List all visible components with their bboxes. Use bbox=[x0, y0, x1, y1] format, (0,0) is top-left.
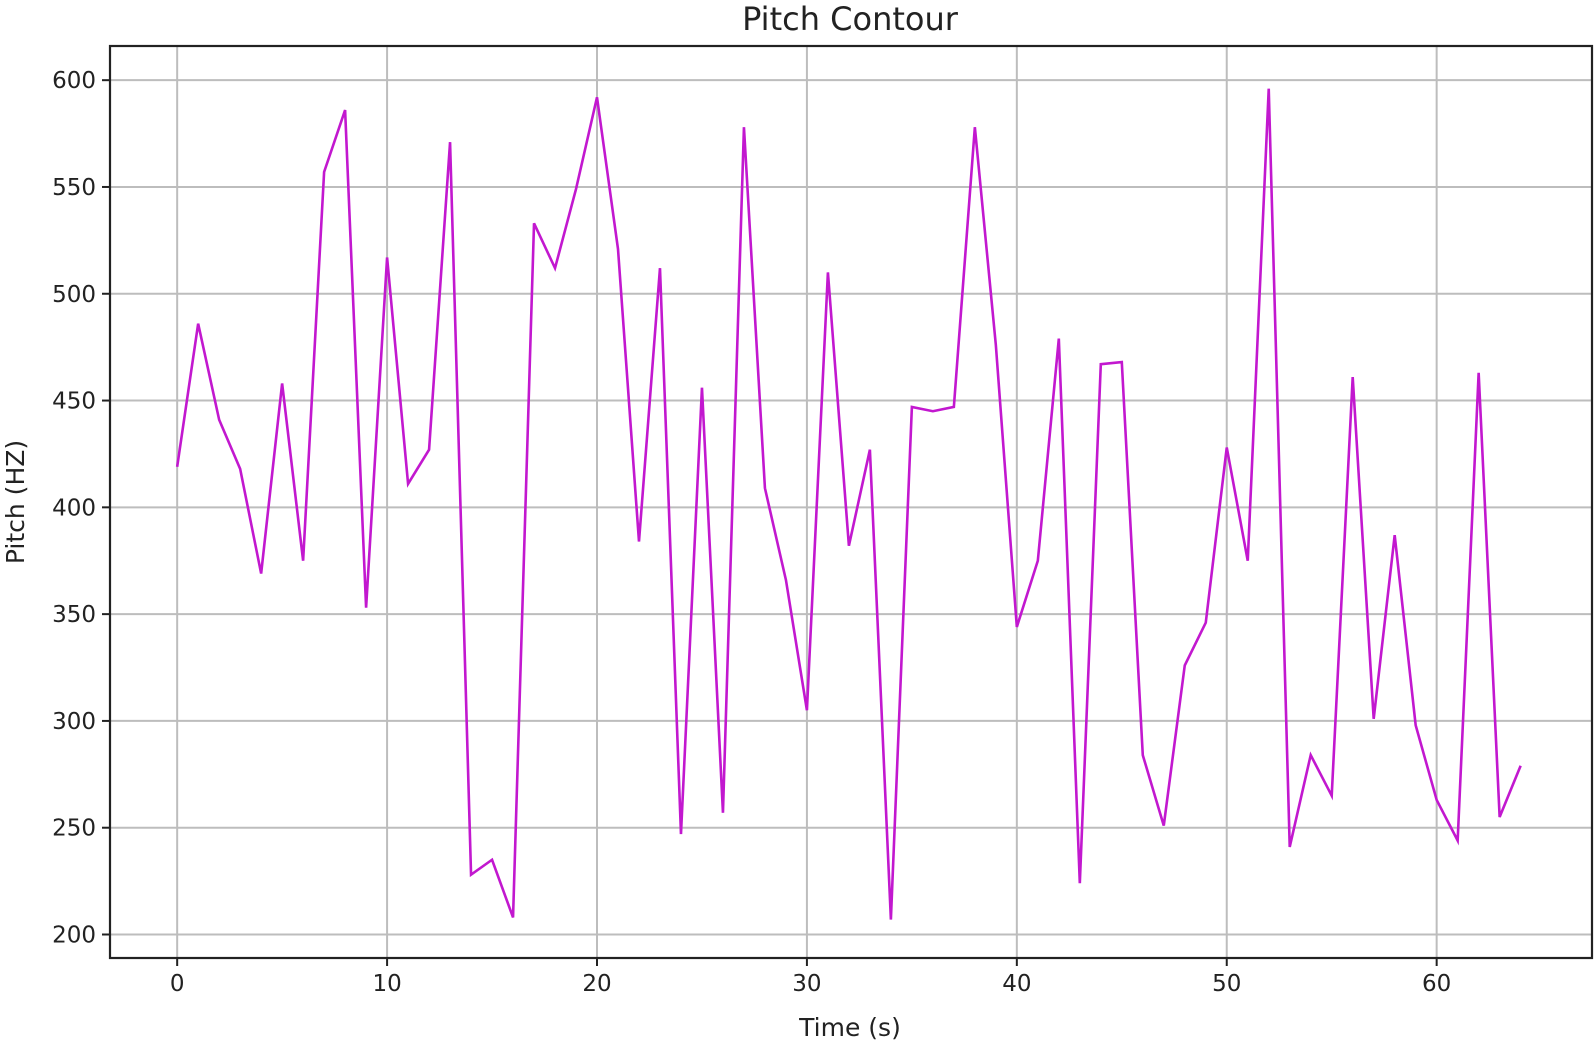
x-tick-label: 30 bbox=[792, 971, 821, 997]
x-tick-label: 50 bbox=[1212, 971, 1241, 997]
y-tick-label: 550 bbox=[52, 175, 96, 201]
x-tick-label: 60 bbox=[1422, 971, 1451, 997]
x-tick-label: 0 bbox=[170, 971, 185, 997]
y-axis-label: Pitch (HZ) bbox=[1, 440, 30, 564]
pitch-series-line bbox=[175, 88, 1522, 920]
y-tick-label: 450 bbox=[52, 389, 96, 415]
y-tick-label: 400 bbox=[52, 495, 96, 521]
x-axis-label: Time (s) bbox=[798, 1013, 901, 1042]
grid-lines bbox=[110, 46, 1592, 958]
x-tick-label: 10 bbox=[372, 971, 401, 997]
x-tick-label: 20 bbox=[582, 971, 611, 997]
y-tick-label: 300 bbox=[52, 709, 96, 735]
data-line-layer bbox=[175, 88, 1522, 920]
axis-ticks: 0 10 20 30 40 50 60 200 250 300 350 400 450 500 550 600 bbox=[52, 68, 1451, 997]
y-tick-label: 350 bbox=[52, 602, 96, 628]
y-tick-label: 200 bbox=[52, 923, 96, 949]
y-tick-label: 250 bbox=[52, 816, 96, 842]
y-tick-label: 500 bbox=[52, 282, 96, 308]
y-tick-label: 600 bbox=[52, 68, 96, 94]
x-tick-label: 40 bbox=[1002, 971, 1031, 997]
plot-area-frame bbox=[108, 44, 1594, 960]
chart-title: Pitch Contour bbox=[742, 0, 959, 38]
